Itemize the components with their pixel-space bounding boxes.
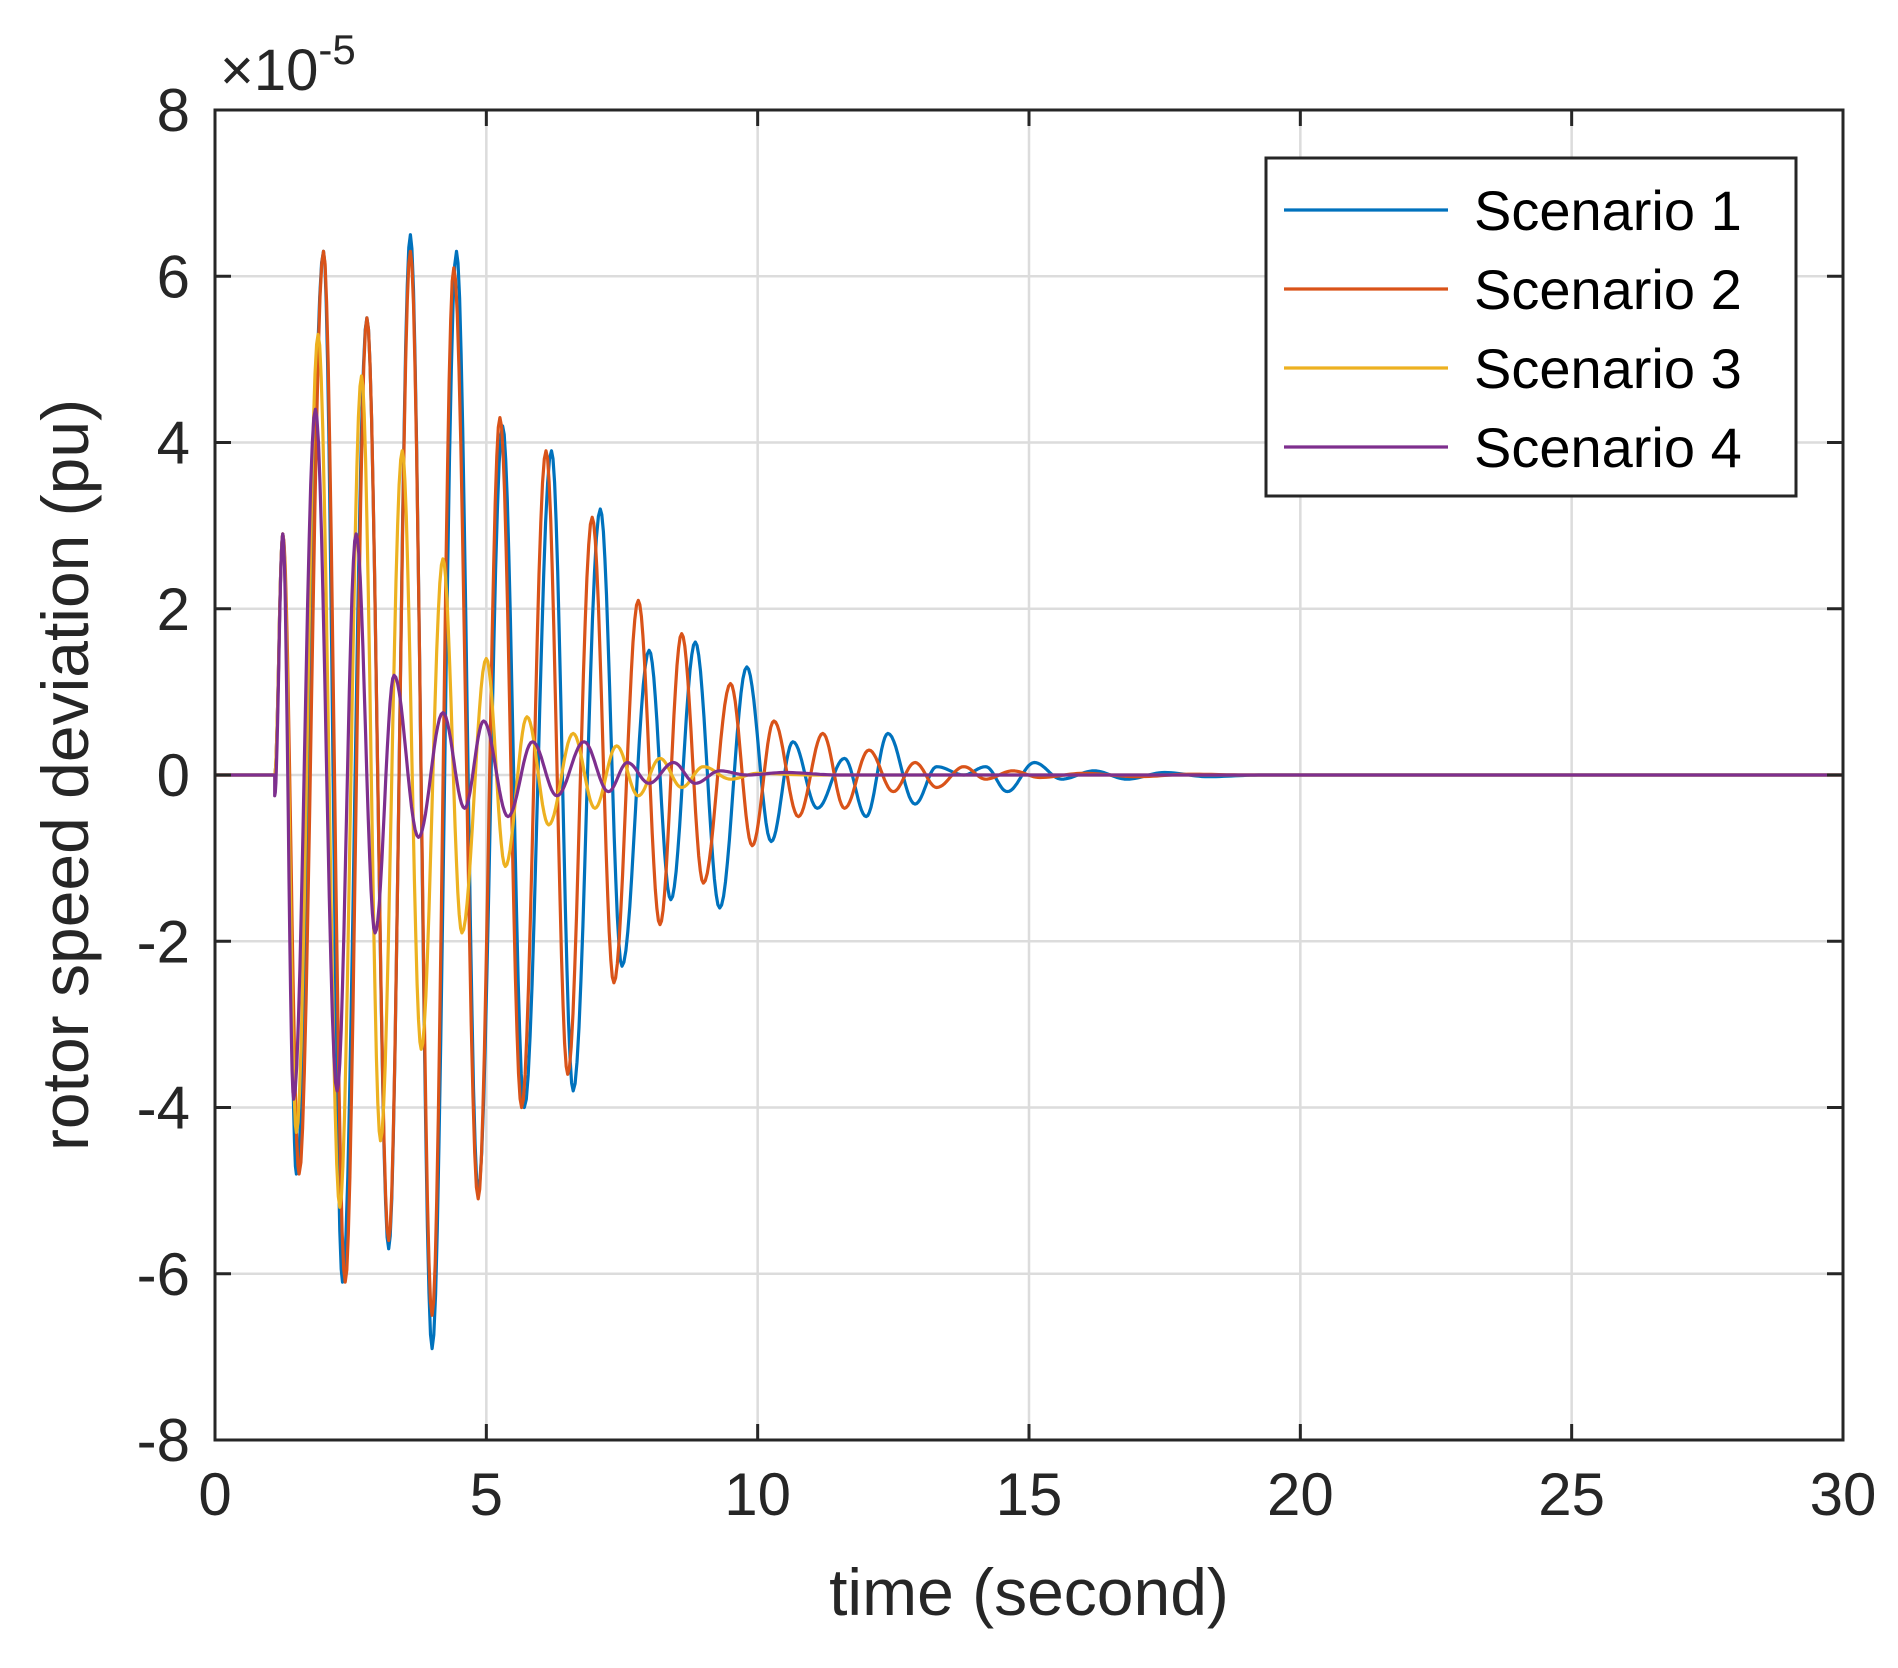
series-line-4 [215,407,1843,1101]
y-tick-label: 6 [157,243,190,310]
x-tick-label: 0 [198,1461,231,1528]
tick-marks [213,108,1845,1442]
y-tick-label: 0 [157,742,190,809]
y-tick-label: 2 [157,576,190,643]
x-tick-label: 20 [1267,1461,1334,1528]
y-tick-label: 4 [157,410,190,477]
x-tick-label: 15 [996,1461,1063,1528]
y-axis-label: rotor speed deviation (pu) [28,399,102,1151]
series-line-2 [215,249,1843,1317]
y-exponent-label: ×10-5 [220,26,356,103]
x-tick-label: 10 [724,1461,791,1528]
x-tick-label: 5 [470,1461,503,1528]
series-line-3 [215,332,1843,1209]
legend-label-1: Scenario 1 [1474,179,1742,242]
legend-label-3: Scenario 3 [1474,337,1742,400]
legend: Scenario 1 Scenario 2 Scenario 3 Scenario 4 [1264,156,1798,498]
legend-label-4: Scenario 4 [1474,416,1742,479]
series-lines [215,233,1843,1351]
y-tick-labels: 8 6 4 2 0 -2 -4 -6 -8 [137,77,190,1474]
y-tick-label: -2 [137,908,190,975]
legend-label-2: Scenario 2 [1474,258,1742,321]
y-tick-label: -8 [137,1407,190,1474]
y-tick-label: -6 [137,1241,190,1308]
x-axis-label: time (second) [829,1555,1229,1629]
x-tick-labels: 0 5 10 15 20 25 30 [198,1461,1876,1528]
y-tick-label: -4 [137,1075,190,1142]
legend-box [1264,156,1798,498]
y-tick-label: 8 [157,77,190,144]
x-tick-label: 25 [1538,1461,1605,1528]
x-tick-label: 30 [1810,1461,1877,1528]
